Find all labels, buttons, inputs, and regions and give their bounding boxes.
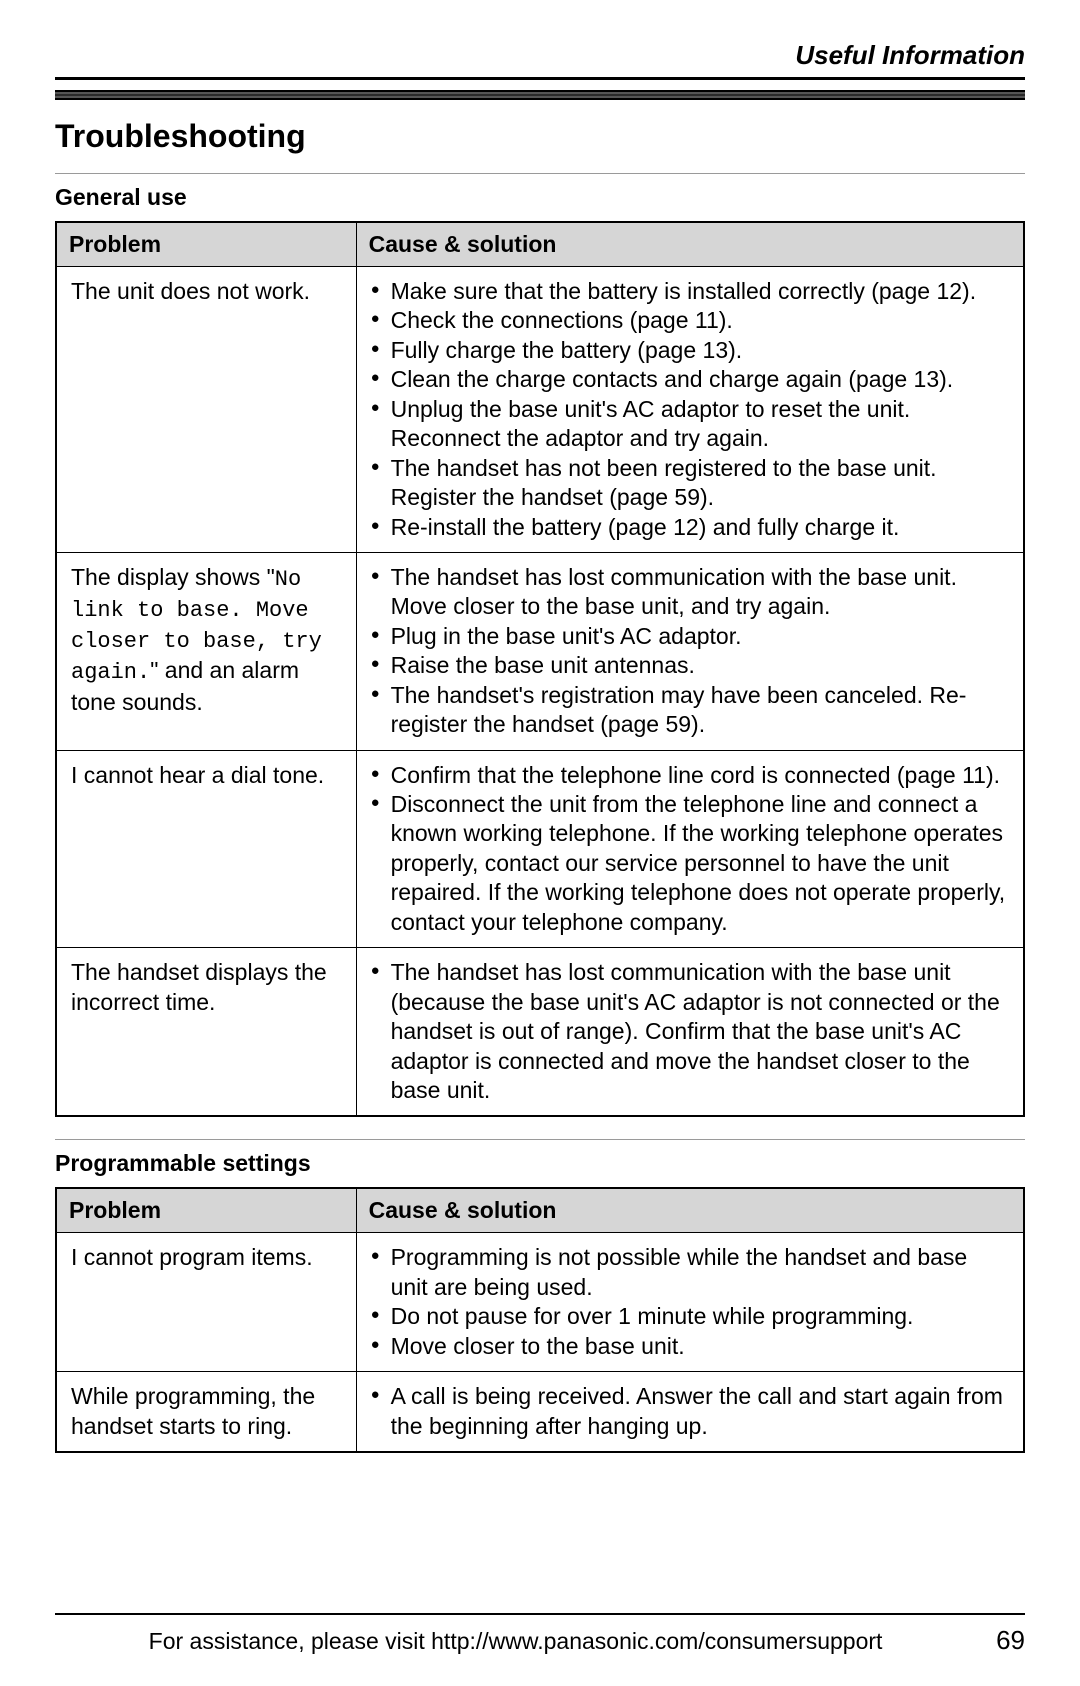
solution-cell: The handset has lost communication with … [356,552,1024,750]
table-header-row: Problem Cause & solution [56,222,1024,267]
bullet-item: The handset has lost communication with … [371,563,1009,622]
problem-cell: The handset displays the incorrect time. [56,948,356,1117]
bullet-item: Check the connections (page 11). [371,306,1009,335]
table-body-programmable: I cannot program items. Programming is no… [56,1233,1024,1452]
header-section: Useful Information [55,40,1025,80]
bullet-list: The handset has lost communication with … [371,563,1009,740]
section-label-programmable: Programmable settings [55,1150,1025,1177]
bullet-item: Re-install the battery (page 12) and ful… [371,513,1009,542]
table-general: Problem Cause & solution The unit does n… [55,221,1025,1117]
table-row: The display shows "No link to base. Move… [56,552,1024,750]
bullet-item: The handset's registration may have been… [371,681,1009,740]
bullet-list: Programming is not possible while the ha… [371,1243,1009,1361]
solution-cell: Confirm that the telephone line cord is … [356,750,1024,948]
col-problem: Problem [56,1188,356,1233]
table-row: The handset displays the incorrect time.… [56,948,1024,1117]
bullet-list: The handset has lost communication with … [371,958,1009,1105]
bullet-item: Clean the charge contacts and charge aga… [371,365,1009,394]
bullet-item: Do not pause for over 1 minute while pro… [371,1302,1009,1331]
bullet-item: A call is being received. Answer the cal… [371,1382,1009,1441]
bullet-item: Make sure that the battery is installed … [371,277,1009,306]
footer-text: For assistance, please visit http://www.… [55,1628,976,1655]
bullet-list: Make sure that the battery is installed … [371,277,1009,542]
solution-cell: Make sure that the battery is installed … [356,267,1024,553]
solution-cell: The handset has lost communication with … [356,948,1024,1117]
page: Useful Information Troubleshooting Gener… [0,0,1080,1686]
problem-cell: I cannot hear a dial tone. [56,750,356,948]
bullet-item: Plug in the base unit's AC adaptor. [371,622,1009,651]
table-row: I cannot hear a dial tone. Confirm that t… [56,750,1024,948]
main-heading: Troubleshooting [55,118,1025,155]
col-problem: Problem [56,222,356,267]
problem-cell: While programming, the handset starts to… [56,1372,356,1452]
problem-cell: The unit does not work. [56,267,356,553]
table-programmable: Problem Cause & solution I cannot progra… [55,1187,1025,1453]
table-body-general: The unit does not work. Make sure that th… [56,267,1024,1117]
footer: For assistance, please visit http://www.… [55,1613,1025,1656]
problem-cell: I cannot program items. [56,1233,356,1372]
col-solution: Cause & solution [356,222,1024,267]
solution-cell: A call is being received. Answer the cal… [356,1372,1024,1452]
page-number: 69 [976,1625,1025,1656]
col-solution: Cause & solution [356,1188,1024,1233]
solution-cell: Programming is not possible while the ha… [356,1233,1024,1372]
bullet-list: Confirm that the telephone line cord is … [371,761,1009,938]
table-header-row: Problem Cause & solution [56,1188,1024,1233]
bullet-item: Disconnect the unit from the telephone l… [371,790,1009,937]
bullet-item: Fully charge the battery (page 13). [371,336,1009,365]
bullet-item: Raise the base unit antennas. [371,651,1009,680]
bullet-item: The handset has lost communication with … [371,958,1009,1105]
divider-1 [55,173,1025,174]
bullet-item: Unplug the base unit's AC adaptor to res… [371,395,1009,454]
header-title: Useful Information [795,40,1025,70]
table-row: I cannot program items. Programming is no… [56,1233,1024,1372]
divider-2 [55,1139,1025,1140]
bullet-item: Confirm that the telephone line cord is … [371,761,1009,790]
double-rule [55,90,1025,100]
bullet-item: Move closer to the base unit. [371,1332,1009,1361]
problem-cell: The display shows "No link to base. Move… [56,552,356,750]
bullet-list: A call is being received. Answer the cal… [371,1382,1009,1441]
bullet-item: Programming is not possible while the ha… [371,1243,1009,1302]
table-row: While programming, the handset starts to… [56,1372,1024,1452]
bullet-item: The handset has not been registered to t… [371,454,1009,513]
section-label-general: General use [55,184,1025,211]
table-row: The unit does not work. Make sure that th… [56,267,1024,553]
